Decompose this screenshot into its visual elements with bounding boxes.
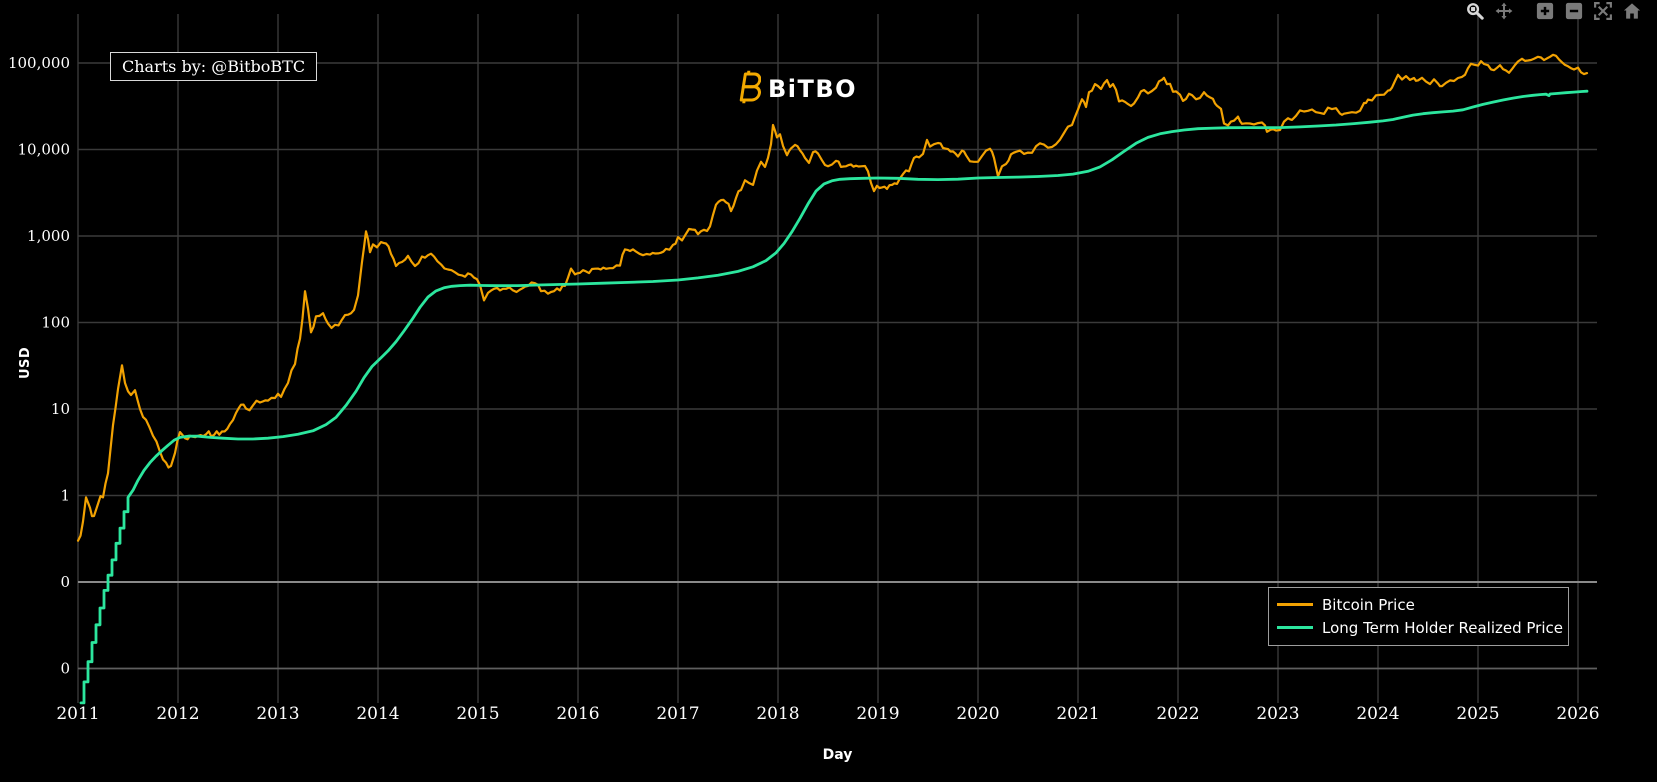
- reset-axes-home-icon[interactable]: [1623, 2, 1641, 20]
- pan-icon[interactable]: [1495, 2, 1513, 20]
- modebar: [1466, 2, 1641, 20]
- logo-wordmark: BiTBO: [768, 75, 858, 103]
- legend-label: Long Term Holder Realized Price: [1322, 618, 1563, 637]
- x-tick-label: 2023: [1256, 704, 1299, 724]
- legend-swatch-icon: [1277, 626, 1313, 629]
- legend-item-long-term-holder-realized-price[interactable]: Long Term Holder Realized Price: [1277, 616, 1563, 639]
- x-tick-label: 2024: [1356, 704, 1399, 724]
- charts-by-annotation: Charts by: @BitboBTC: [110, 52, 318, 81]
- x-tick-label: 2015: [456, 704, 499, 724]
- x-axis-title: Day: [822, 747, 853, 763]
- series-line-bitcoin-price: [76, 53, 1589, 542]
- y-tick-label: 0: [60, 573, 70, 591]
- legend-swatch-icon: [1277, 603, 1313, 606]
- x-tick-label: 2021: [1056, 704, 1099, 724]
- y-tick-label: 100,000: [8, 54, 70, 72]
- x-tick-label: 2025: [1456, 704, 1499, 724]
- x-tick-label: 2022: [1156, 704, 1199, 724]
- x-tick-label: 2011: [56, 704, 99, 724]
- zoom-out-icon[interactable]: [1565, 2, 1583, 20]
- legend: Bitcoin Price Long Term Holder Realized P…: [1268, 587, 1569, 646]
- x-tick-label: 2020: [956, 704, 999, 724]
- legend-label: Bitcoin Price: [1322, 595, 1415, 614]
- bitcoin-b-icon: [735, 70, 762, 108]
- x-tick-label: 2014: [356, 704, 399, 724]
- y-tick-label: 1,000: [27, 227, 70, 245]
- y-tick-label: 100: [41, 314, 70, 332]
- x-tick-label: 2016: [556, 704, 599, 724]
- y-tick-label: 1: [60, 487, 70, 505]
- x-tick-label: 2017: [656, 704, 699, 724]
- autoscale-icon[interactable]: [1594, 2, 1612, 20]
- y-tick-label: 10,000: [18, 141, 71, 159]
- zoom-in-icon[interactable]: [1536, 2, 1554, 20]
- bitbo-logo: BiTBO: [735, 70, 857, 108]
- x-tick-label: 2013: [256, 704, 299, 724]
- x-tick-label: 2012: [156, 704, 199, 724]
- y-axis-title: USD: [18, 346, 33, 379]
- x-tick-label: 2019: [856, 704, 899, 724]
- y-tick-label: 0: [60, 660, 70, 678]
- series-line-long-term-holder-realized-price: [79, 89, 1589, 705]
- legend-item-bitcoin-price[interactable]: Bitcoin Price: [1277, 593, 1560, 616]
- x-tick-label: 2026: [1556, 704, 1599, 724]
- zoom-icon[interactable]: [1466, 2, 1484, 20]
- charts-by-text: Charts by: @BitboBTC: [122, 57, 306, 76]
- x-tick-label: 2018: [756, 704, 799, 724]
- y-tick-label: 10: [51, 400, 70, 418]
